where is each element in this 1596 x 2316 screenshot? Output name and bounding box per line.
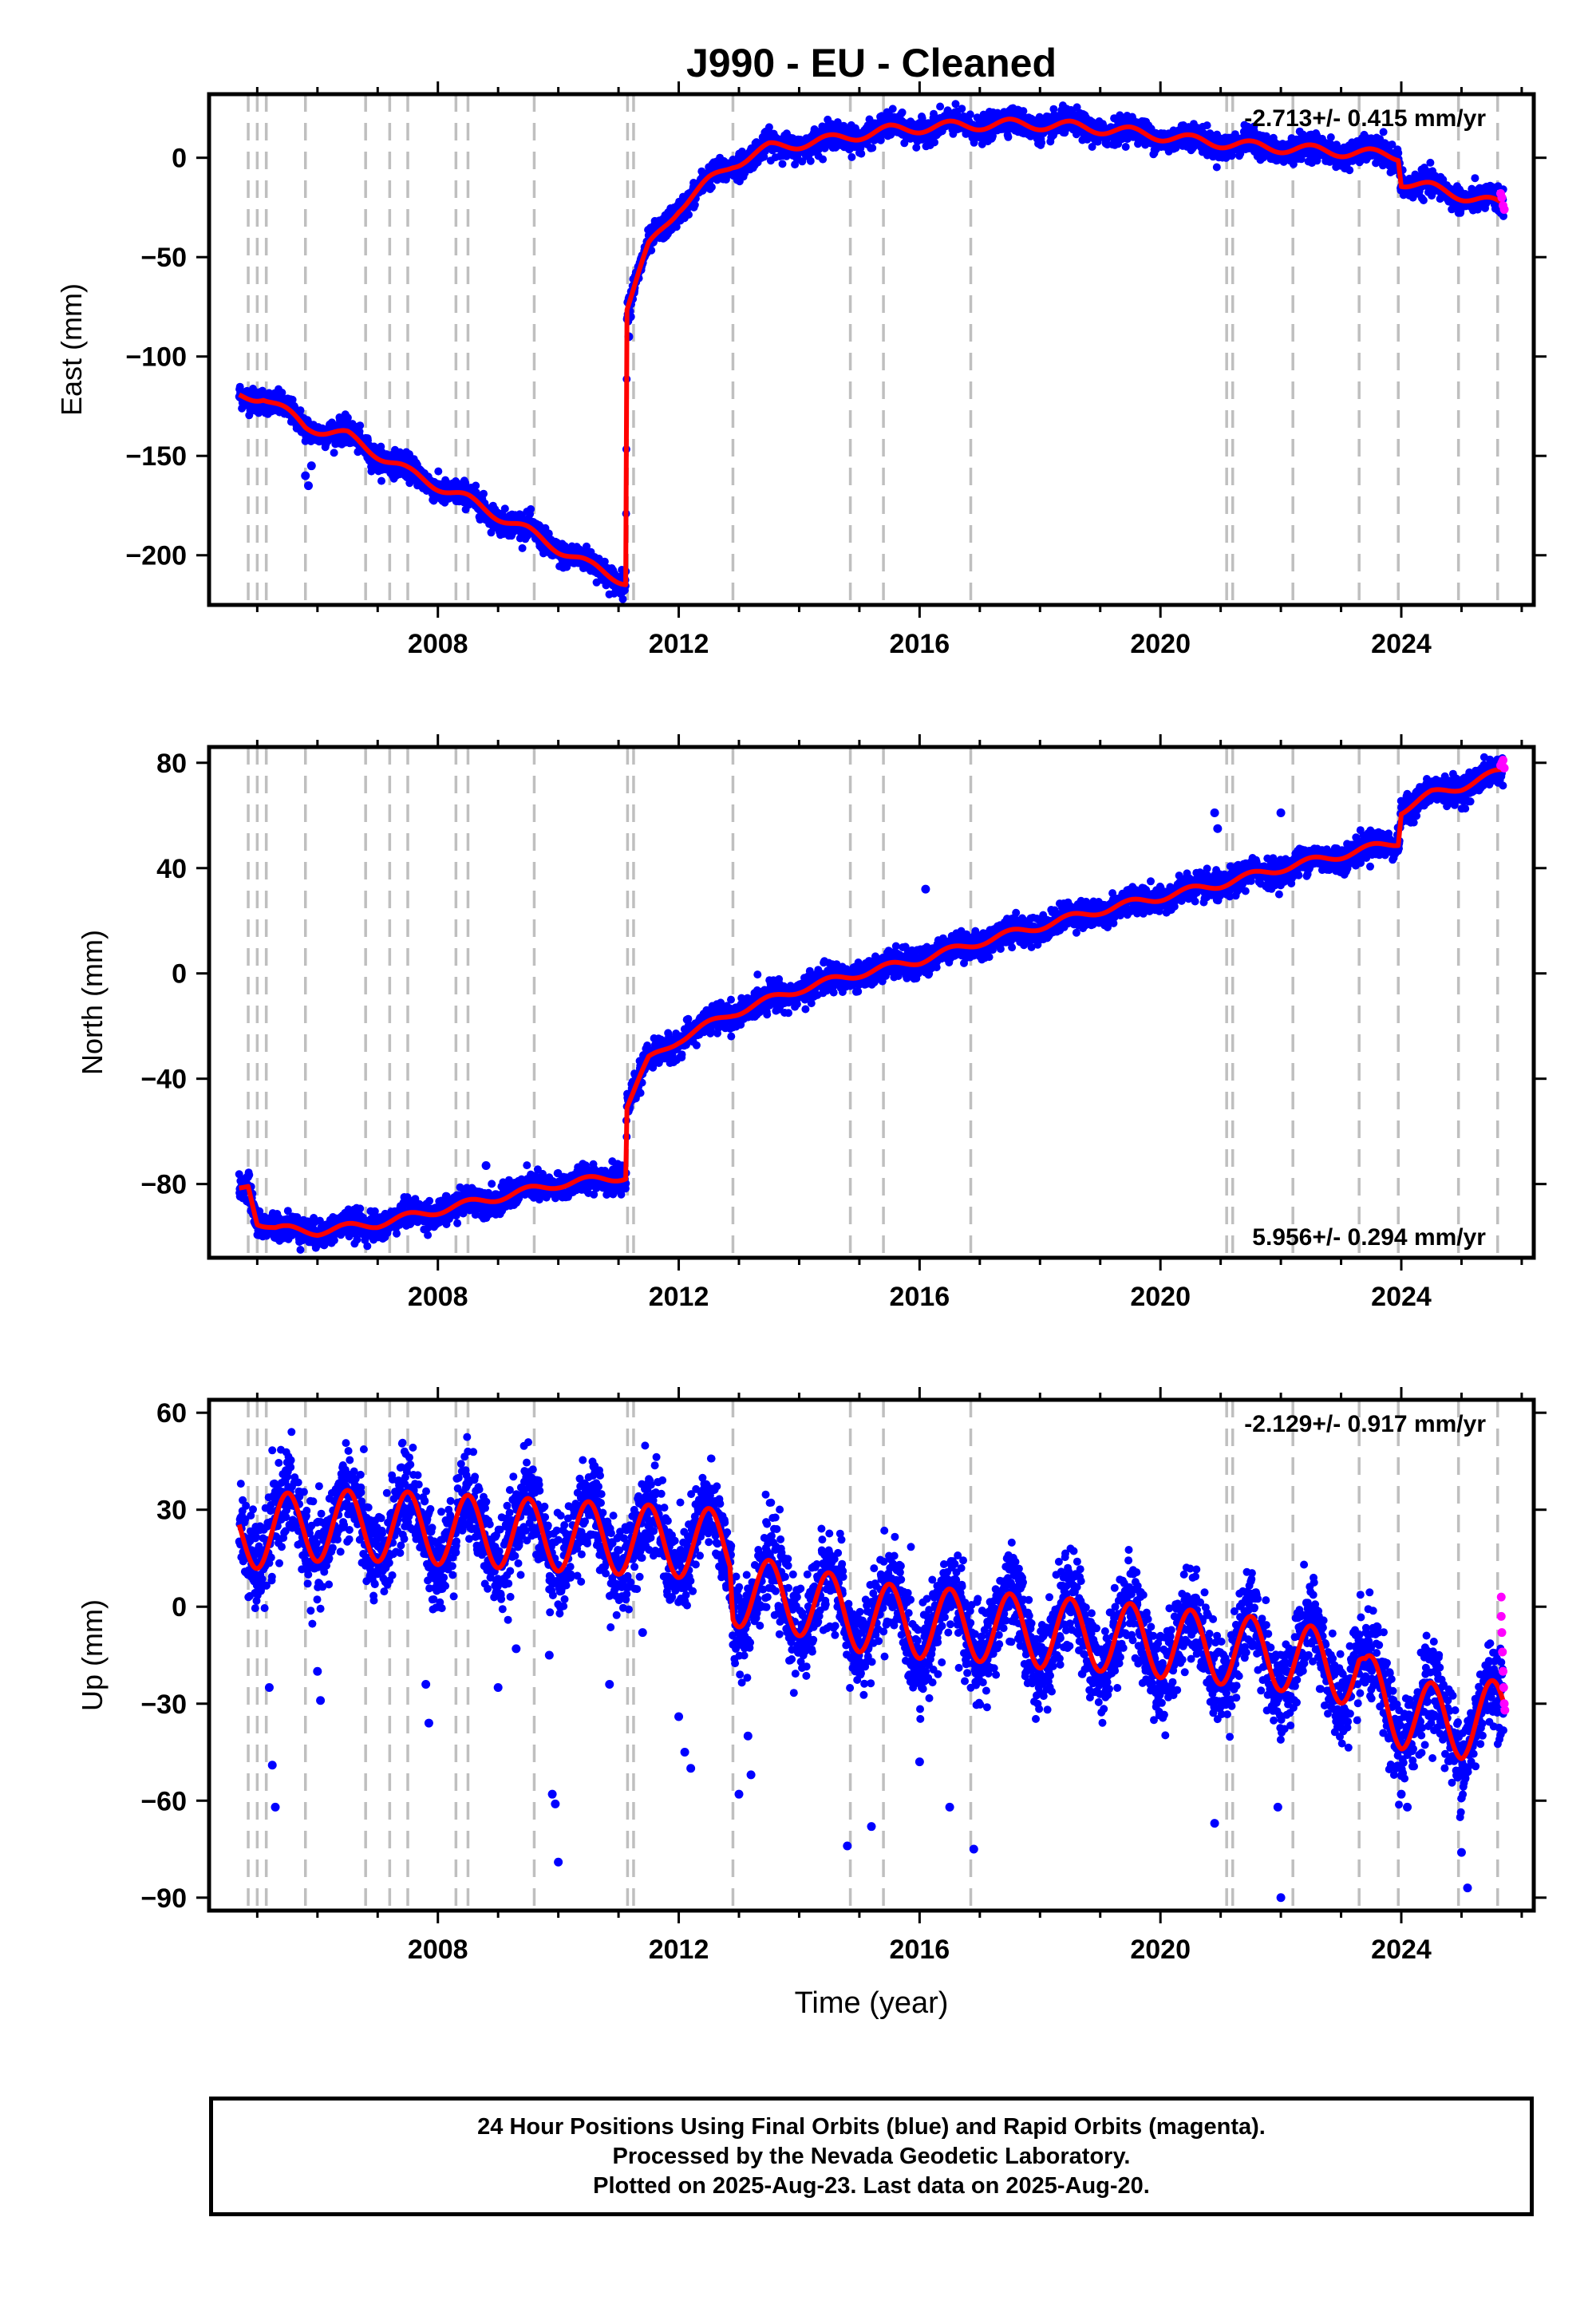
final-point bbox=[618, 595, 627, 603]
x-tick-label: 2020 bbox=[1130, 629, 1191, 659]
final-point bbox=[480, 489, 488, 498]
final-point bbox=[396, 448, 405, 456]
final-point bbox=[1326, 133, 1335, 141]
final-point bbox=[518, 543, 527, 552]
final-point bbox=[847, 152, 856, 161]
final-point bbox=[936, 102, 945, 111]
final-point bbox=[235, 382, 244, 391]
final-point bbox=[343, 413, 352, 422]
plot-area-north bbox=[235, 747, 1509, 1258]
final-point bbox=[600, 557, 609, 566]
final-point bbox=[1471, 174, 1479, 183]
y-axis-label: East (mm) bbox=[55, 283, 88, 416]
final-point bbox=[487, 528, 496, 537]
final-point bbox=[898, 108, 907, 117]
x-tick-label: 2012 bbox=[649, 629, 709, 659]
final-point bbox=[377, 476, 385, 485]
final-point bbox=[500, 504, 509, 513]
y-tick-label: 0 bbox=[172, 144, 187, 174]
final-point bbox=[1426, 158, 1435, 167]
y-tick-label: −100 bbox=[125, 342, 187, 373]
final-point bbox=[888, 105, 897, 113]
final-point bbox=[296, 406, 305, 415]
x-tick-label: 2024 bbox=[1371, 629, 1432, 659]
final-point bbox=[288, 395, 297, 404]
rapid-point bbox=[1497, 192, 1507, 202]
final-point bbox=[1419, 196, 1428, 204]
final-point bbox=[857, 149, 866, 158]
final-point bbox=[930, 138, 938, 147]
final-point bbox=[461, 479, 470, 488]
final-point bbox=[966, 110, 974, 119]
final-point bbox=[472, 481, 480, 490]
final-point bbox=[647, 246, 656, 255]
final-point bbox=[819, 155, 828, 164]
final-point bbox=[868, 144, 877, 152]
final-point bbox=[1203, 121, 1211, 130]
final-point bbox=[1004, 132, 1013, 141]
final-point bbox=[278, 389, 286, 397]
velocity-annotation: -2.713+/- 0.415 mm/yr bbox=[1244, 105, 1486, 132]
y-tick-label: −150 bbox=[125, 441, 187, 472]
final-point bbox=[330, 449, 338, 457]
plot-area-east bbox=[235, 94, 1509, 605]
final-point bbox=[527, 505, 535, 513]
model-fit-line bbox=[237, 117, 1506, 587]
panel-east: 2008 2012 2016 2020 2024 0 −50 −100 −150 −200 East… bbox=[55, 81, 1547, 659]
y-tick-label: −200 bbox=[125, 541, 187, 571]
final-point bbox=[707, 183, 716, 192]
final-point bbox=[544, 529, 553, 538]
figure-title: J990 - EU - Cleaned bbox=[686, 41, 1057, 85]
final-point bbox=[958, 105, 966, 113]
final-point bbox=[245, 1171, 254, 1180]
final-point bbox=[806, 156, 815, 165]
final-point bbox=[1121, 143, 1130, 151]
x-tick-label: 2016 bbox=[890, 629, 950, 659]
rapid-point bbox=[1499, 204, 1509, 214]
final-point-outlier bbox=[306, 461, 316, 471]
final-point bbox=[685, 211, 693, 219]
final-point bbox=[583, 542, 591, 551]
y-tick-label: −50 bbox=[140, 243, 187, 273]
final-point-outlier bbox=[304, 481, 313, 491]
final-point bbox=[1037, 138, 1046, 147]
final-orbit-points bbox=[235, 100, 1507, 603]
final-point-outlier bbox=[301, 471, 310, 480]
final-orbit-points bbox=[235, 753, 1507, 1254]
final-point bbox=[778, 160, 787, 168]
final-point bbox=[434, 467, 443, 476]
x-tick-label: 2008 bbox=[408, 629, 468, 659]
final-point bbox=[356, 421, 365, 430]
final-point bbox=[1345, 166, 1354, 175]
final-point bbox=[1212, 163, 1221, 172]
